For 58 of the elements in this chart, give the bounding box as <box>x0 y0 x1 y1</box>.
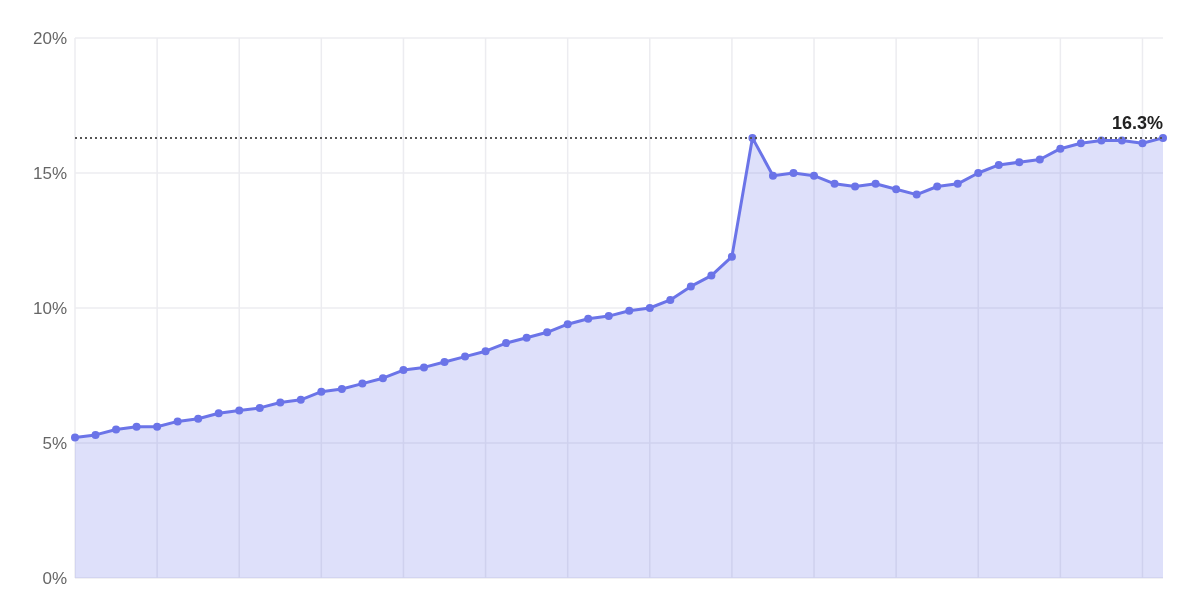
point <box>1035 155 1044 164</box>
point <box>933 182 942 191</box>
point <box>194 414 203 423</box>
point <box>419 363 428 372</box>
point <box>1015 158 1024 167</box>
point <box>645 304 654 312</box>
point <box>317 387 326 396</box>
point <box>1159 133 1167 142</box>
y-tick-label: 15% <box>32 163 67 183</box>
point <box>91 430 100 439</box>
y-tick-label: 0% <box>42 568 67 588</box>
point <box>543 328 552 337</box>
point <box>173 417 182 426</box>
point <box>810 171 819 180</box>
point <box>235 406 244 415</box>
point <box>153 422 162 431</box>
point <box>399 366 408 375</box>
point <box>604 312 613 321</box>
point <box>851 182 860 191</box>
point <box>625 306 634 315</box>
point <box>522 333 531 342</box>
point <box>1117 136 1126 145</box>
y-tick-label: 5% <box>42 433 67 453</box>
point <box>502 339 511 348</box>
point <box>666 295 675 304</box>
point <box>789 169 798 177</box>
y-tick-label: 20% <box>32 28 67 48</box>
point <box>481 347 490 356</box>
point <box>768 171 777 180</box>
point <box>707 271 716 280</box>
point <box>461 352 470 361</box>
ref-line-label: 16.3% <box>1111 112 1163 133</box>
point <box>1076 139 1085 148</box>
y-tick-label: 10% <box>32 298 67 318</box>
point <box>296 395 305 404</box>
point <box>1056 144 1065 153</box>
point <box>892 185 901 194</box>
point <box>358 379 367 388</box>
point <box>440 358 449 366</box>
point <box>337 385 346 393</box>
point <box>132 422 141 431</box>
point <box>378 374 387 383</box>
point <box>994 160 1003 169</box>
point <box>584 314 593 323</box>
point <box>974 169 983 177</box>
point <box>1138 139 1147 148</box>
point <box>71 433 79 442</box>
point <box>912 190 921 199</box>
point <box>214 409 223 418</box>
point <box>953 179 962 188</box>
point <box>563 320 572 329</box>
point <box>255 403 264 412</box>
point <box>830 179 839 188</box>
point <box>871 179 880 188</box>
point <box>112 425 121 434</box>
point <box>276 398 285 407</box>
point <box>686 282 695 291</box>
point <box>727 252 736 261</box>
